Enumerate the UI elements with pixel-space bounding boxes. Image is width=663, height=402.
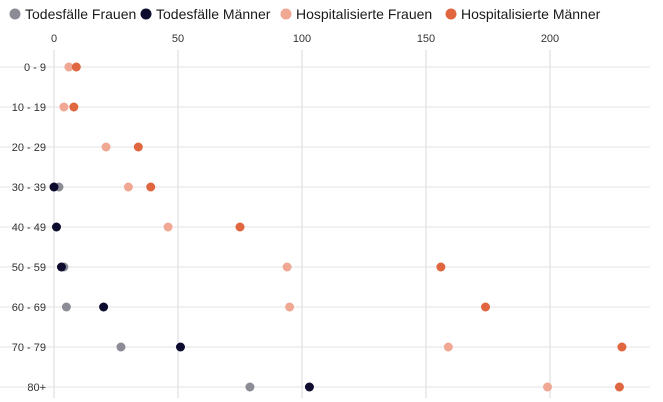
point-s3-8 xyxy=(443,342,453,352)
legend: Todesfälle Frauen Todesfälle Männer Hospit… xyxy=(9,6,601,22)
y-tick-label-3: 20 - 29 xyxy=(12,142,46,154)
legend-label-1: Todesfälle Frauen xyxy=(25,6,136,22)
legend-label-4: Hospitalisierte Männer xyxy=(461,6,601,22)
legend-marker-3 xyxy=(280,8,292,20)
point-s3-5 xyxy=(163,222,173,232)
x-tick-label-150: 150 xyxy=(417,33,435,45)
point-s2-9 xyxy=(304,382,314,392)
legend-marker-1 xyxy=(9,8,21,20)
point-s2-7 xyxy=(99,302,109,312)
x-tick-label-100: 100 xyxy=(293,33,311,45)
point-s3-4 xyxy=(123,182,133,192)
point-s1-8 xyxy=(116,342,126,352)
point-s3-6 xyxy=(282,262,292,272)
point-s4-2 xyxy=(69,102,79,112)
point-s4-8 xyxy=(617,342,627,352)
legend-marker-4 xyxy=(445,8,457,20)
point-s2-8 xyxy=(175,342,185,352)
point-s1-9 xyxy=(245,382,255,392)
legend-label-2: Todesfälle Männer xyxy=(156,6,271,22)
point-s4-9 xyxy=(614,382,624,392)
y-tick-label-9: 80+ xyxy=(27,382,46,394)
x-tick-label-200: 200 xyxy=(541,33,559,45)
point-s3-9 xyxy=(543,382,553,392)
y-tick-label-4: 30 - 39 xyxy=(12,182,46,194)
legend-marker-2 xyxy=(140,8,152,20)
legend-label-3: Hospitalisierte Frauen xyxy=(296,6,432,22)
data-points xyxy=(49,62,627,392)
point-s4-3 xyxy=(133,142,143,152)
point-s2-4 xyxy=(49,182,59,192)
gridlines xyxy=(0,50,650,398)
x-tick-label-0: 0 xyxy=(51,33,57,45)
x-tick-label-50: 50 xyxy=(172,33,184,45)
y-tick-label-2: 10 - 19 xyxy=(12,102,46,114)
y-tick-label-6: 50 - 59 xyxy=(12,262,46,274)
y-axis: 0 - 9 10 - 19 20 - 29 30 - 39 40 - 49 50 - 59… xyxy=(12,62,46,394)
point-s3-3 xyxy=(101,142,111,152)
y-tick-label-5: 40 - 49 xyxy=(12,222,46,234)
point-s2-5 xyxy=(51,222,61,232)
point-s3-1 xyxy=(64,62,74,72)
point-s1-7 xyxy=(61,302,71,312)
point-s3-2 xyxy=(59,102,69,112)
point-s4-1 xyxy=(71,62,81,72)
point-s2-6 xyxy=(56,262,66,272)
point-s4-7 xyxy=(481,302,491,312)
point-s3-7 xyxy=(285,302,295,312)
y-tick-label-8: 70 - 79 xyxy=(12,342,46,354)
y-tick-label-7: 60 - 69 xyxy=(12,302,46,314)
point-s4-6 xyxy=(436,262,446,272)
x-axis: 0 50 100 150 200 xyxy=(51,33,559,45)
point-s4-4 xyxy=(146,182,156,192)
point-s4-5 xyxy=(235,222,245,232)
y-tick-label-1: 0 - 9 xyxy=(24,62,46,74)
